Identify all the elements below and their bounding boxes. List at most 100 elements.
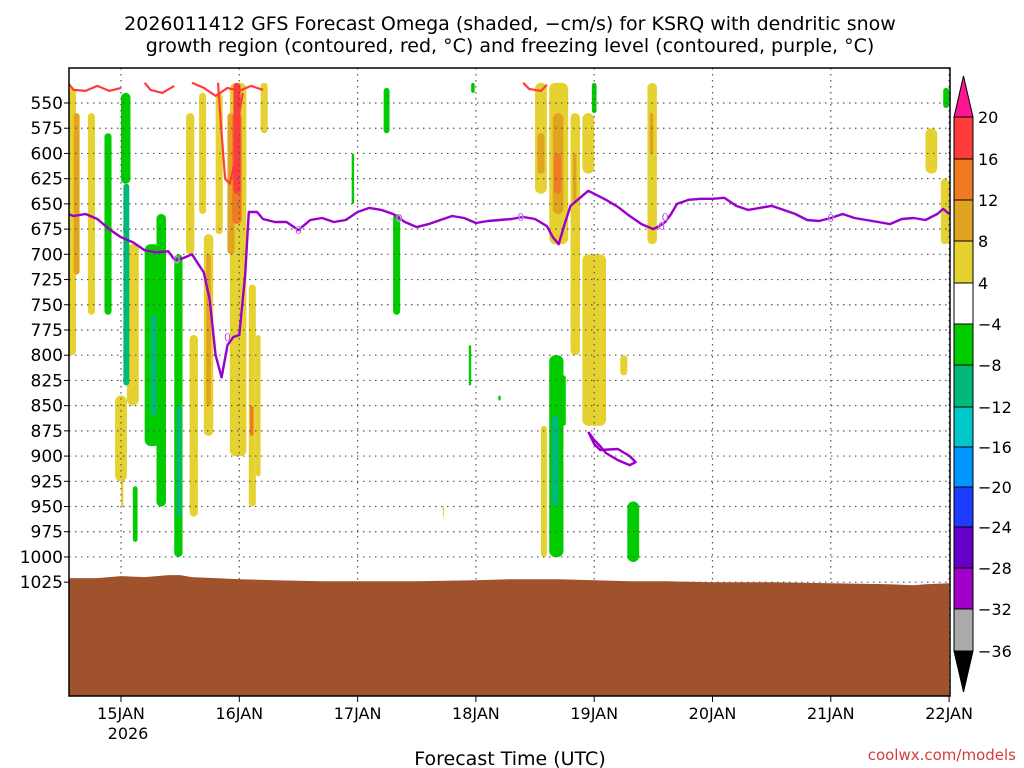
freezing-level-label-3: 0: [396, 212, 403, 225]
dgz-contour-4: [522, 82, 548, 92]
colorbar-bin-8: [953, 446, 974, 488]
freezing-level-loop: [587, 431, 637, 467]
omega-region-15: [189, 335, 198, 517]
omega-region-31: [471, 82, 475, 93]
freezing-level-line: [69, 189, 950, 379]
colorbar: 20 16 12 8 4 −4 −8 −12 −16 −20 −24 −28 −32 −36: [953, 75, 1012, 693]
omega-region-33: [498, 395, 501, 401]
y-tick-label-12: 850: [31, 397, 63, 417]
colorbar-label-1: 16: [978, 150, 998, 169]
y-tick-label-16: 950: [31, 498, 63, 518]
freezing-level-contour: [69, 189, 950, 467]
colorbar-bin-7: [953, 406, 974, 448]
freezing-level-label-2: 0: [295, 224, 302, 237]
omega-region-1: [87, 113, 95, 315]
omega-region-13: [176, 405, 182, 517]
x-tick-label-5: 20JAN: [689, 704, 737, 723]
colorbar-bottom-arrow: [953, 650, 974, 693]
omega-region-38: [553, 153, 562, 194]
x-tick-label-4: 19JAN: [570, 704, 618, 723]
omega-region-52: [121, 456, 124, 507]
credit-text: coolwx.com/models: [868, 746, 1016, 764]
omega-region-56: [943, 87, 950, 109]
dgz-contour-3: [216, 82, 244, 185]
y-axis: 550 575 600 625 650 675 700 725 750 775 800 825 850 8…: [20, 94, 69, 593]
colorbar-bin-1: [953, 158, 974, 201]
dgz-contour-2: [191, 81, 264, 97]
omega-region-51: [649, 113, 654, 154]
y-tick-label-4: 650: [31, 195, 63, 215]
omega-region-27: [260, 82, 268, 134]
x-tick-label-7: 22JAN: [925, 704, 973, 723]
colorbar-bin-10: [953, 526, 974, 569]
omega-region-7: [123, 183, 130, 386]
dgz-contours: [69, 81, 548, 185]
freezing-level-label-5: 0: [658, 220, 665, 233]
y-tick-label-13: 875: [31, 422, 63, 442]
colorbar-bin-2: [953, 199, 974, 242]
y-tick-label-15: 925: [31, 472, 63, 492]
omega-region-46: [561, 375, 566, 426]
y-tick-label-17: 975: [31, 523, 63, 543]
omega-region-40: [572, 153, 577, 204]
y-tick-label-1: 575: [31, 119, 63, 139]
colorbar-label-7: −12: [978, 398, 1012, 417]
y-tick-label-0: 550: [31, 94, 63, 114]
colorbar-bin-4: [953, 282, 974, 325]
colorbar-bin-9: [953, 486, 974, 528]
y-tick-label-7: 725: [31, 271, 63, 291]
dgz-contour-1: [143, 82, 175, 94]
y-tick-label-5: 675: [31, 220, 63, 240]
y-tick-label-19: 1025: [20, 573, 63, 593]
omega-region-5: [104, 133, 112, 315]
x-tick-label-0: 15JAN: [97, 704, 145, 723]
omega-region-42: [582, 254, 607, 426]
omega-region-4: [126, 244, 139, 406]
freezing-level-label-4: 0: [517, 211, 524, 224]
omega-region-50: [647, 82, 657, 245]
omega-region-29: [393, 213, 401, 315]
x-tick-label-1: 16JAN: [215, 704, 263, 723]
freezing-level-label-1: 0: [224, 331, 231, 344]
omega-region-26: [255, 335, 261, 477]
x-axis: 15JAN 16JAN 17JAN 18JAN 19JAN 20JAN 21JAN 22JAN: [97, 696, 973, 723]
terrain-fill: [69, 575, 950, 696]
year-label: 2026: [108, 724, 149, 743]
omega-region-53: [442, 506, 444, 517]
colorbar-label-2: 12: [978, 191, 998, 210]
omega-shading: [69, 82, 950, 563]
omega-region-47: [591, 82, 597, 114]
colorbar-label-6: −8: [978, 356, 1002, 375]
colorbar-label-9: −20: [978, 478, 1012, 497]
colorbar-bin-6: [953, 364, 974, 408]
x-axis-label: Forecast Time (UTC): [414, 748, 605, 768]
freezing-level-label-7: 0: [662, 211, 669, 224]
plot-frame: [68, 67, 951, 697]
colorbar-bin-3: [953, 240, 974, 284]
omega-region-35: [537, 133, 545, 174]
colorbar-label-8: −16: [978, 438, 1012, 457]
freezing-level-label-0: 0: [173, 253, 180, 266]
colorbar-top-arrow: [953, 75, 974, 118]
omega-region-14: [186, 113, 195, 255]
colorbar-label-13: −36: [978, 642, 1012, 661]
y-tick-label-18: 1000: [20, 548, 63, 568]
y-tick-label-9: 775: [31, 321, 63, 341]
y-tick-label-8: 750: [31, 296, 63, 316]
omega-region-16: [199, 92, 207, 214]
y-tick-label-14: 900: [31, 447, 63, 467]
y-tick-label-10: 800: [31, 346, 63, 366]
dgz-contour-0: [69, 82, 122, 92]
colorbar-bin-0: [953, 116, 974, 160]
colorbar-label-4: 4: [978, 274, 988, 293]
terrain-area: [69, 575, 950, 696]
omega-region-2: [73, 113, 80, 275]
omega-region-18: [206, 254, 211, 406]
y-tick-label-11: 825: [31, 371, 63, 391]
omega-region-10: [132, 486, 138, 542]
omega-region-28: [383, 87, 390, 134]
omega-region-11: [156, 213, 166, 507]
y-tick-label-3: 625: [31, 170, 63, 190]
